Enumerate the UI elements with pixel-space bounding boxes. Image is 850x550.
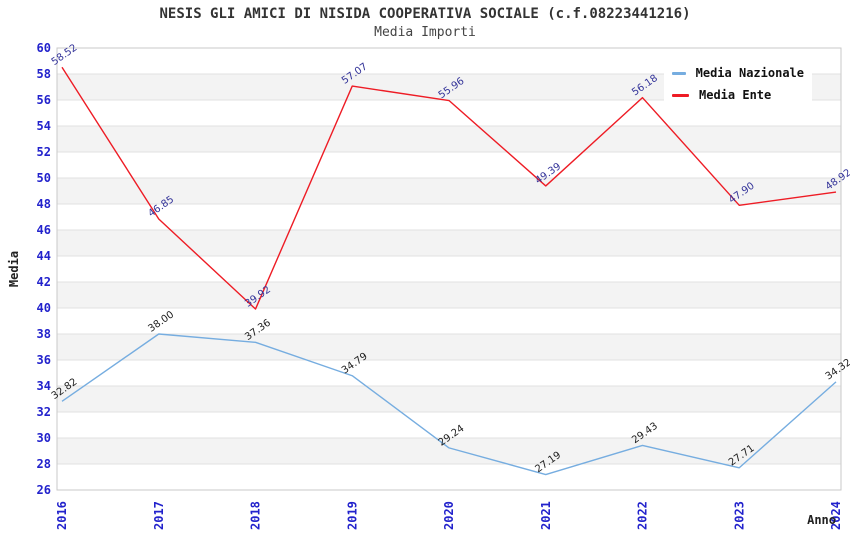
legend-line-icon-red [672,93,689,97]
y-tick-label: 40 [37,301,51,315]
x-axis-title: Anno [807,513,836,527]
x-tick-label: 2016 [55,501,69,530]
legend-line-icon-blue [672,71,686,75]
y-tick-label: 44 [37,249,51,263]
y-tick-label: 60 [37,41,51,55]
y-tick-label: 32 [37,405,51,419]
x-tick-label: 2019 [345,501,359,530]
x-tick-label: 2024 [829,501,843,530]
y-tick-label: 26 [37,483,51,497]
alt-band [57,282,841,308]
legend-item-media-nazionale: Media Nazionale [672,66,804,80]
plot-border [56,47,842,491]
alt-band [57,230,841,256]
plot-bands [57,48,841,490]
series-lines [61,66,837,476]
x-tick-label: 2023 [732,501,746,530]
y-tick-label: 58 [37,67,51,81]
y-axis-title: Media [7,250,21,288]
alt-band [57,178,841,204]
x-tick-label: 2018 [249,501,263,530]
y-tick-label: 28 [37,457,51,471]
legend-item-media-ente: Media Ente [672,88,804,102]
chart-subtitle: Media Importi [374,25,476,40]
y-tick-label: 42 [37,275,51,289]
y-tick-label: 52 [37,145,51,159]
y-tick-labels: 26 28 30 32 34 36 38 40 42 44 46 48 50 52 54 56 58 60 [37,41,51,497]
plot-border-rect [56,47,842,491]
x-tick-label: 2021 [539,501,553,530]
series-line-media-ente [61,66,837,310]
y-tick-label: 34 [37,379,51,393]
y-tick-label: 50 [37,171,51,185]
series-line-media-nazionale [61,333,837,476]
alt-band [57,438,841,464]
x-tick-labels: 2016 2017 2018 2019 2020 2021 2022 2023 2024 [55,501,843,530]
y-tick-label: 56 [37,93,51,107]
alt-band [57,126,841,152]
chart-title: NESIS GLI AMICI DI NISIDA COOPERATIVA SO… [159,6,691,22]
y-tick-label: 48 [37,197,51,211]
legend-label: Media Ente [699,88,772,102]
y-tick-label: 54 [37,119,51,133]
y-tick-label: 30 [37,431,51,445]
alt-band [57,386,841,412]
legend-label: Media Nazionale [695,66,804,80]
plot-background [57,48,841,490]
x-tick-label: 2017 [152,501,166,530]
y-tick-label: 46 [37,223,51,237]
x-tick-label: 2022 [636,501,650,530]
legend: Media Nazionale Media Ente [664,56,812,110]
y-tick-label: 38 [37,327,51,341]
alt-band [57,334,841,360]
x-tick-label: 2020 [442,501,456,530]
y-tick-label: 36 [37,353,51,367]
